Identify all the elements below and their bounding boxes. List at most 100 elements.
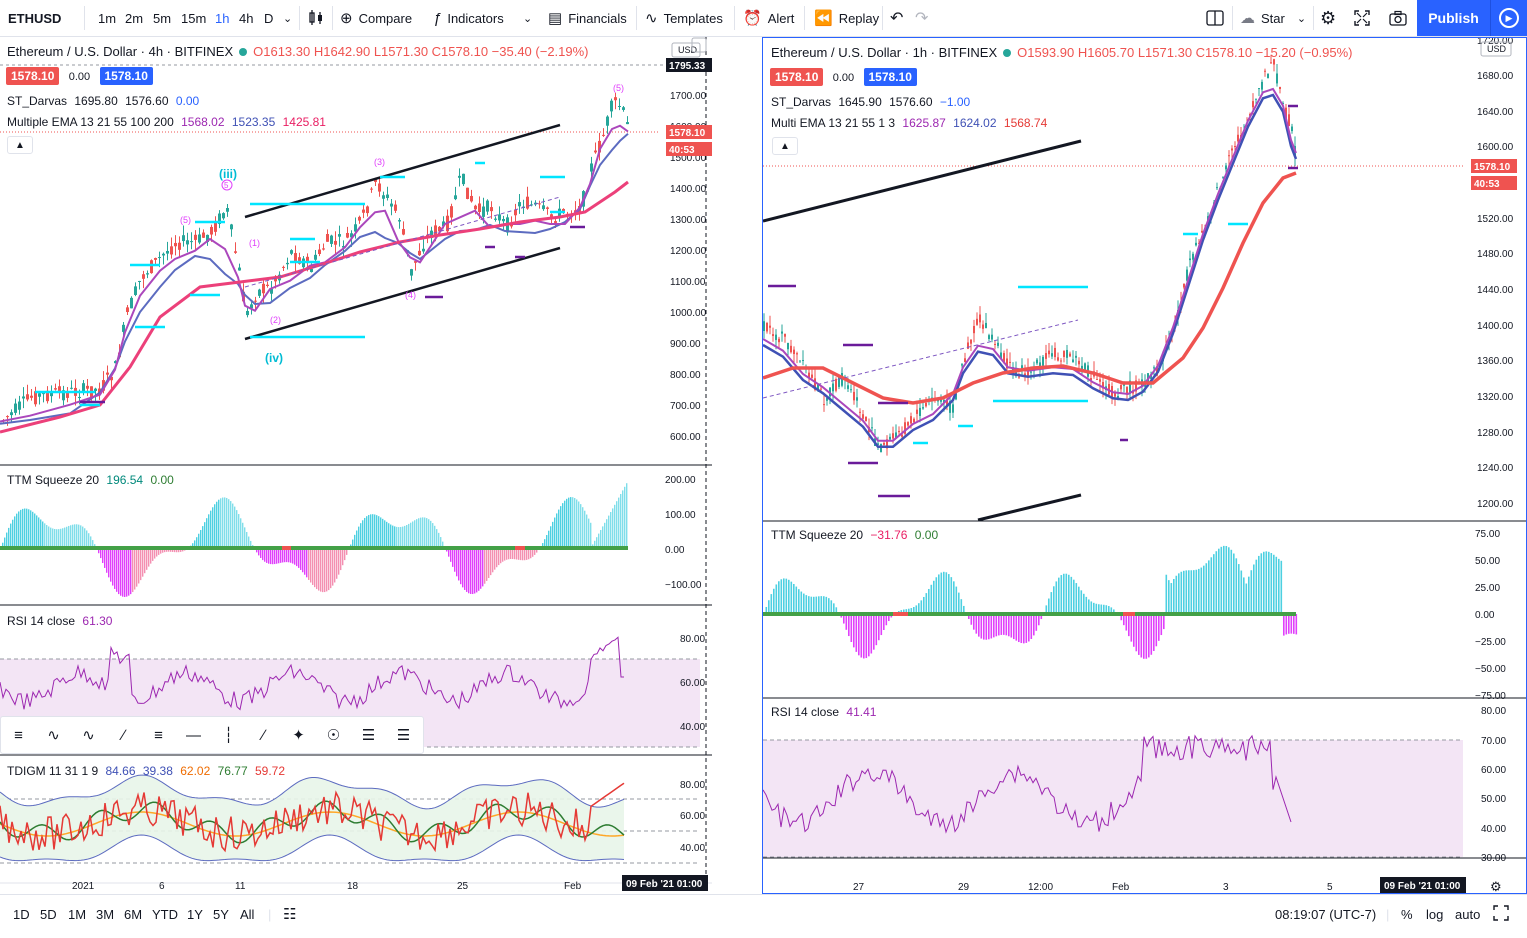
chart-1h-canvas[interactable]: 1720.001680.001640.001600.001560.001520.… — [763, 38, 1526, 893]
squeeze-bar — [72, 524, 74, 548]
squeeze-bar — [362, 520, 364, 548]
clock-timezone[interactable]: 08:19:07 (UTC-7) — [1275, 907, 1377, 922]
pattern-icon[interactable]: ∿ — [47, 727, 60, 744]
trend-line-icon[interactable]: ∕ — [122, 726, 125, 744]
auto-toggle[interactable]: auto — [1455, 907, 1481, 922]
collapse-legend-button[interactable]: ▲ — [772, 137, 798, 155]
rsi-legend[interactable]: RSI 14 close 61.30 — [7, 614, 116, 628]
squeeze-bar — [222, 497, 224, 548]
squeeze-bar — [570, 497, 572, 548]
chevron-down-icon[interactable]: ⌄ — [523, 12, 533, 25]
chart-type-icon[interactable] — [308, 0, 324, 36]
range-1y[interactable]: 1Y — [187, 907, 203, 922]
camera-icon[interactable] — [1389, 0, 1407, 36]
range-5y[interactable]: 5Y — [213, 907, 229, 922]
time-axis-label: 3 — [1223, 882, 1229, 893]
squeeze-legend[interactable]: TTM Squeeze 20 −31.76 0.00 — [771, 528, 942, 542]
fib-icon[interactable]: ≡ — [154, 726, 163, 744]
squeeze-bar — [420, 517, 422, 548]
abcd-pattern-icon[interactable]: ∿ — [82, 727, 95, 744]
range-3m[interactable]: 3M — [96, 907, 115, 922]
candle-body — [330, 235, 333, 244]
darvas-legend[interactable]: ST_Darvas 1645.90 1576.60 −1.00 — [771, 95, 974, 109]
squeeze-bar — [983, 614, 985, 640]
replay-label: Replay — [838, 10, 880, 26]
go-to-date-icon[interactable]: ☷ — [283, 906, 297, 923]
squeeze-bar — [1240, 570, 1243, 614]
chevron-down-icon[interactable]: ⌄ — [283, 12, 293, 25]
candle-body — [940, 399, 942, 402]
interval-1h[interactable]: 1h — [215, 10, 230, 26]
rsi-legend[interactable]: RSI 14 close 41.41 — [771, 705, 880, 719]
publish-menu-button[interactable]: ▶ — [1490, 0, 1527, 36]
squeeze-bar — [424, 517, 426, 548]
darvas-legend[interactable]: ST_Darvas 1695.80 1576.60 0.00 — [7, 94, 203, 108]
range-ytd[interactable]: YTD — [152, 907, 178, 922]
fullscreen-icon[interactable] — [1354, 0, 1370, 36]
interval-d[interactable]: D — [264, 10, 274, 26]
squeeze-bar — [54, 528, 56, 548]
fullscreen-icon[interactable] — [1493, 905, 1509, 924]
ruler-icon[interactable]: ☰ — [361, 727, 376, 744]
buy-price-badge[interactable]: 1578.10 — [99, 67, 153, 85]
time-badge: 09 Feb '21 01:00 — [626, 879, 703, 890]
compare-button[interactable]: ⊕ Compare — [340, 0, 412, 36]
squeeze-bar — [12, 519, 14, 548]
collapse-legend-button[interactable]: ▲ — [7, 136, 33, 154]
squeeze-bar — [855, 614, 858, 652]
range-6m[interactable]: 6M — [124, 907, 143, 922]
interval-2m[interactable]: 2m — [125, 10, 144, 26]
squeeze-bar — [396, 526, 398, 548]
layout-icon[interactable] — [1206, 0, 1224, 36]
log-toggle[interactable]: log — [1426, 907, 1444, 922]
star-button[interactable]: ☁ Star ⌄ — [1240, 0, 1306, 36]
buy-price-badge[interactable]: 1578.10 — [863, 68, 917, 86]
range-1m[interactable]: 1M — [68, 907, 87, 922]
templates-button[interactable]: ∿ Templates — [645, 0, 723, 36]
list-icon[interactable]: ☰ — [396, 727, 411, 744]
ema-legend[interactable]: Multi EMA 13 21 55 1 3 1625.87 1624.02 1… — [771, 116, 1051, 130]
financials-button[interactable]: ▤ Financials — [548, 0, 627, 36]
horizontal-line-icon[interactable]: — — [186, 726, 201, 744]
ema-legend[interactable]: Multiple EMA 13 21 55 100 200 1568.02 15… — [7, 115, 330, 129]
interval-15m[interactable]: 15m — [181, 10, 207, 26]
menu-icon[interactable]: ≡ — [14, 726, 23, 744]
squeeze-bar — [18, 511, 20, 548]
range-all[interactable]: All — [240, 907, 255, 922]
network-icon[interactable]: ✦ — [292, 727, 305, 744]
squeeze-bar — [34, 513, 36, 548]
redo-icon[interactable]: ↷ — [915, 10, 929, 27]
range-1d[interactable]: 1D — [13, 907, 30, 922]
squeeze-bar — [164, 548, 166, 553]
squeeze-bar — [318, 548, 320, 591]
chevron-down-icon: ⌄ — [1296, 12, 1307, 25]
tdi-legend[interactable]: TDIGM 11 31 1 9 84.66 39.38 62.02 76.77 … — [7, 764, 289, 778]
publish-button[interactable]: Publish — [1417, 0, 1490, 36]
squeeze-bar — [590, 522, 592, 548]
chart-4h[interactable]: 1700.001600.001500.001400.001300.001200.… — [0, 37, 712, 894]
squeeze-legend[interactable]: TTM Squeeze 20 196.54 0.00 — [7, 473, 178, 487]
undo-icon[interactable]: ↶ — [890, 10, 904, 27]
squeeze-bar — [150, 548, 152, 564]
candle-body — [766, 323, 768, 332]
interval-4h[interactable]: 4h — [239, 10, 254, 26]
arc-icon[interactable]: ☉ — [326, 727, 341, 744]
squeeze-bar — [32, 511, 34, 548]
indicators-button[interactable]: ƒ Indicators — [433, 0, 504, 36]
sell-price-badge[interactable]: 1578.10 — [6, 67, 60, 85]
replay-button[interactable]: ⏪ Replay — [814, 0, 879, 36]
line-icon[interactable]: ∕ — [262, 726, 265, 744]
bars-icon[interactable]: ┆ — [223, 727, 234, 744]
alert-button[interactable]: ⏰ Alert — [743, 0, 794, 36]
chart-1h[interactable]: 1720.001680.001640.001600.001560.001520.… — [762, 37, 1527, 894]
interval-1m[interactable]: 1m — [98, 10, 117, 26]
chart-4h-canvas[interactable]: 1700.001600.001500.001400.001300.001200.… — [0, 37, 712, 894]
percent-toggle[interactable]: % — [1401, 907, 1413, 922]
sell-price-badge[interactable]: 1578.10 — [770, 68, 824, 86]
squeeze-bar — [282, 548, 284, 563]
squeeze-bar — [368, 514, 370, 548]
gear-icon[interactable]: ⚙ — [1320, 7, 1337, 28]
range-5d[interactable]: 5D — [40, 907, 57, 922]
interval-5m[interactable]: 5m — [153, 10, 172, 26]
symbol-search[interactable]: ETHUSD — [8, 10, 62, 26]
